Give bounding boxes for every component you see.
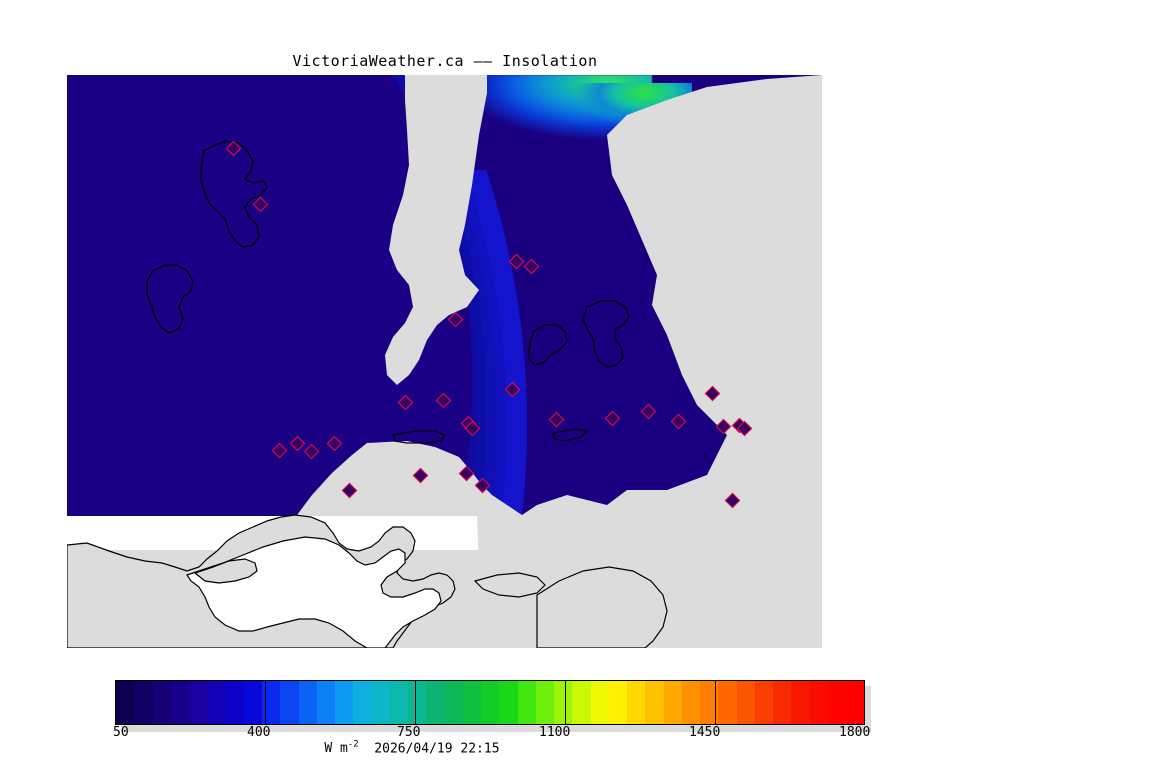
lower-land-left [67, 514, 456, 648]
colorbar-band [608, 681, 627, 724]
colorbar-band [335, 681, 354, 724]
colorbar-timestamp: 2026/04/19 22:15 [374, 741, 500, 757]
colorbar-band [243, 681, 262, 724]
colorbar-band [700, 681, 719, 724]
colorbar-band [353, 681, 372, 724]
lower-land-right [477, 516, 822, 648]
insolation-colorbar[interactable]: 50 400 750 1100 1450 1800 [113, 680, 871, 740]
colorbar-band [791, 681, 810, 724]
colorbar-tick-label: 1450 [689, 725, 721, 740]
colorbar-band [736, 681, 755, 724]
colorbar-tick [565, 680, 566, 725]
colorbar-band [462, 681, 481, 724]
lower-land-far-right [536, 566, 668, 648]
lower-island-b [473, 572, 546, 598]
colorbar-band [590, 681, 609, 724]
colorbar-tick-label: 1800 [839, 725, 871, 740]
colorbar-band [481, 681, 500, 724]
colorbar-band [389, 681, 408, 724]
colorbar-band [280, 681, 299, 724]
colorbar-band [371, 681, 390, 724]
colorbar-band [554, 681, 573, 724]
insolation-map[interactable] [67, 75, 822, 648]
colorbar-tick [715, 680, 716, 725]
colorbar-tick-label: 50 [113, 725, 129, 740]
colorbar-band [298, 681, 317, 724]
colorbar-tick [415, 680, 416, 725]
colorbar-band [517, 681, 536, 724]
colorbar-band [444, 681, 463, 724]
colorbar-band [316, 681, 335, 724]
colorbar-tick-label: 750 [397, 725, 421, 740]
colorbar-band [718, 681, 737, 724]
colorbar-band [426, 681, 445, 724]
colorbar-gradient [115, 680, 865, 725]
colorbar-band [262, 681, 281, 724]
colorbar-band [773, 681, 792, 724]
colorbar-band [207, 681, 226, 724]
twilight-band-0 [67, 75, 472, 516]
colorbar-footer: W m-2 2026/04/19 22:15 [293, 725, 500, 771]
colorbar-band [754, 681, 773, 724]
colorbar-band [663, 681, 682, 724]
colorbar-tick-label: 400 [247, 725, 271, 740]
colorbar-band [846, 681, 865, 724]
colorbar-timestamp-sep [359, 741, 375, 756]
colorbar-band [535, 681, 554, 724]
dawn-plume-core [567, 83, 692, 153]
insolation-data-panel [67, 75, 822, 516]
colorbar-unit: W m-2 [324, 740, 359, 757]
colorbar-band [170, 681, 189, 724]
colorbar-band [116, 681, 135, 724]
page-title: VictoriaWeather.ca —— Insolation [292, 52, 598, 70]
lower-land-interior [186, 536, 442, 648]
colorbar-tick [265, 680, 266, 725]
colorbar-band [499, 681, 518, 724]
colorbar-band [408, 681, 427, 724]
white-gap-band [67, 516, 822, 550]
colorbar-band [627, 681, 646, 724]
colorbar-band [681, 681, 700, 724]
colorbar-band [572, 681, 591, 724]
colorbar-band [189, 681, 208, 724]
colorbar-band [827, 681, 846, 724]
lower-island-a [193, 558, 258, 584]
colorbar-band [134, 681, 153, 724]
colorbar-band [225, 681, 244, 724]
colorbar-band [645, 681, 664, 724]
colorbar-band [152, 681, 171, 724]
colorbar-band [809, 681, 828, 724]
colorbar-tick-label: 1100 [539, 725, 571, 740]
